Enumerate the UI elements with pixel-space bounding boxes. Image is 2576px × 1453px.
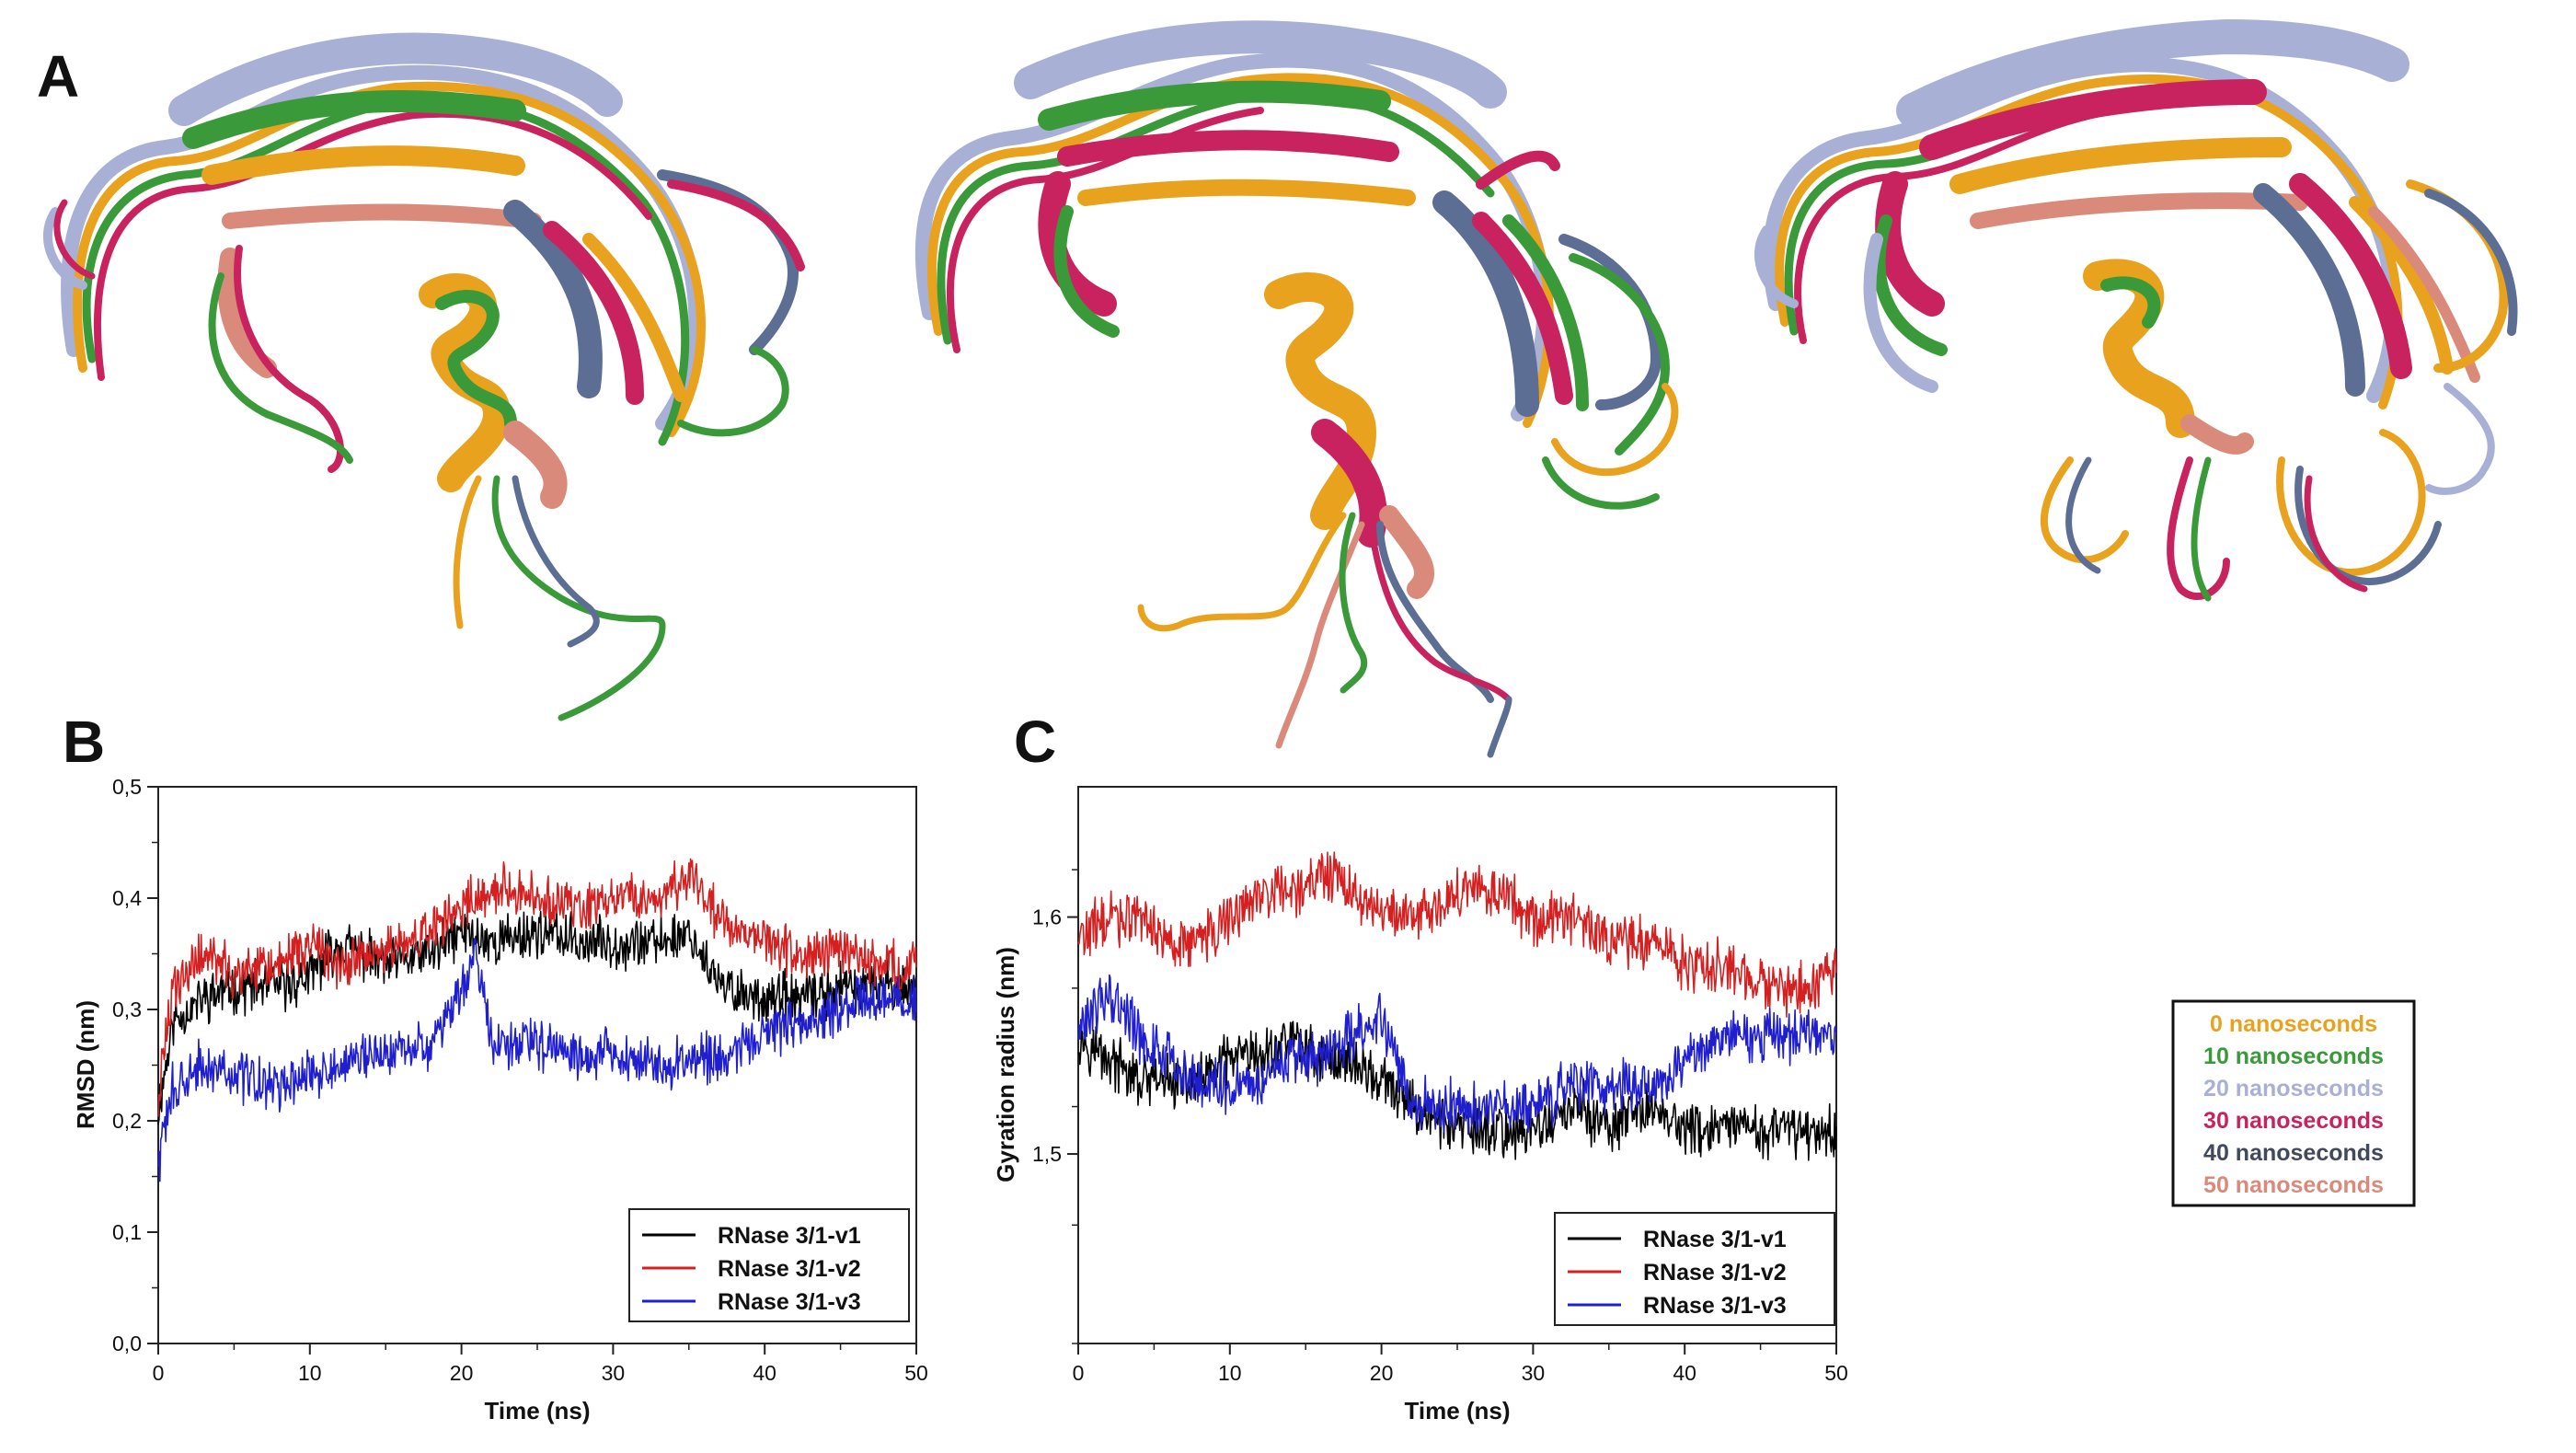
- legend-box: [1554, 1212, 1835, 1326]
- series-line: [1077, 974, 1837, 1136]
- series-line: [1077, 851, 1837, 1018]
- series-line: [157, 938, 917, 1182]
- gyration-radius-chart: 0 10 20 30 40 50 1,5 1,6 Time (ns) Gyration rad…: [992, 786, 1848, 1424]
- legend-label: RNase 3/1-v1: [718, 1223, 861, 1249]
- y-axis-label: RMSD (nm): [72, 1000, 99, 1129]
- x-tick-label: 30: [602, 1361, 626, 1385]
- y-tick-label: 0,3: [112, 997, 142, 1021]
- x-tick-label: 10: [298, 1361, 322, 1385]
- x-tick-label: 0: [1073, 1361, 1085, 1385]
- protein-structure-3: [1754, 19, 2518, 602]
- snapshot-time-legend: 0 nanoseconds 10 nanoseconds 20 nanosecond…: [2171, 999, 2416, 1207]
- x-tick-label: 40: [753, 1361, 776, 1385]
- y-tick-label: 0,4: [112, 886, 142, 910]
- y-tick-label: 0,5: [112, 775, 142, 799]
- legend-label: RNase 3/1-v1: [1643, 1227, 1787, 1252]
- time-legend-item: 50 nanoseconds: [2203, 1172, 2384, 1198]
- protein-structure-2: [914, 20, 1679, 758]
- rmsd-chart: 0 10 20 30 40 500,00,10,20,30,40,5 Time (ns) …: [72, 775, 928, 1424]
- time-legend-item: 0 nanoseconds: [2210, 1011, 2377, 1037]
- y-tick-label: 0,2: [112, 1109, 142, 1133]
- y-tick-label: 0,1: [112, 1220, 142, 1244]
- x-axis-label: Time (ns): [1404, 1397, 1510, 1424]
- chart-legend: RNase 3/1-v1 RNase 3/1-v2 RNase 3/1-v3: [1554, 1212, 1835, 1326]
- legend-label: RNase 3/1-v2: [718, 1256, 861, 1282]
- panel-label-a: A: [37, 43, 79, 110]
- x-tick-label: 30: [1522, 1361, 1546, 1385]
- time-legend-box: [2171, 999, 2416, 1207]
- x-tick-label: 20: [1370, 1361, 1394, 1385]
- y-tick-label: 1,6: [1032, 905, 1062, 929]
- time-legend-item: 20 nanoseconds: [2203, 1076, 2384, 1101]
- x-tick-label: 10: [1218, 1361, 1242, 1385]
- time-legend-item: 10 nanoseconds: [2203, 1044, 2384, 1069]
- chart-legend: RNase 3/1-v1 RNase 3/1-v2 RNase 3/1-v3: [628, 1208, 910, 1322]
- y-tick-label: 1,5: [1032, 1142, 1062, 1166]
- y-tick-label: 0,0: [112, 1332, 142, 1355]
- legend-label: RNase 3/1-v2: [1643, 1260, 1787, 1286]
- panel-label-b: B: [63, 709, 105, 775]
- y-axis-label: Gyration radius (nm): [992, 947, 1019, 1182]
- x-tick-label: 20: [450, 1361, 474, 1385]
- x-tick-label: 50: [1824, 1361, 1848, 1385]
- time-legend-item: 40 nanoseconds: [2203, 1140, 2384, 1166]
- time-legend-item: 30 nanoseconds: [2203, 1108, 2384, 1134]
- legend-label: RNase 3/1-v3: [718, 1289, 861, 1315]
- legend-box: [628, 1208, 910, 1322]
- panel-label-c: C: [1014, 709, 1056, 775]
- protein-structure-1: [42, 32, 805, 721]
- series-line: [157, 858, 917, 1117]
- x-tick-label: 0: [153, 1361, 165, 1385]
- legend-label: RNase 3/1-v3: [1643, 1293, 1787, 1319]
- x-tick-label: 40: [1673, 1361, 1696, 1385]
- x-axis-label: Time (ns): [484, 1397, 590, 1424]
- x-tick-label: 50: [904, 1361, 928, 1385]
